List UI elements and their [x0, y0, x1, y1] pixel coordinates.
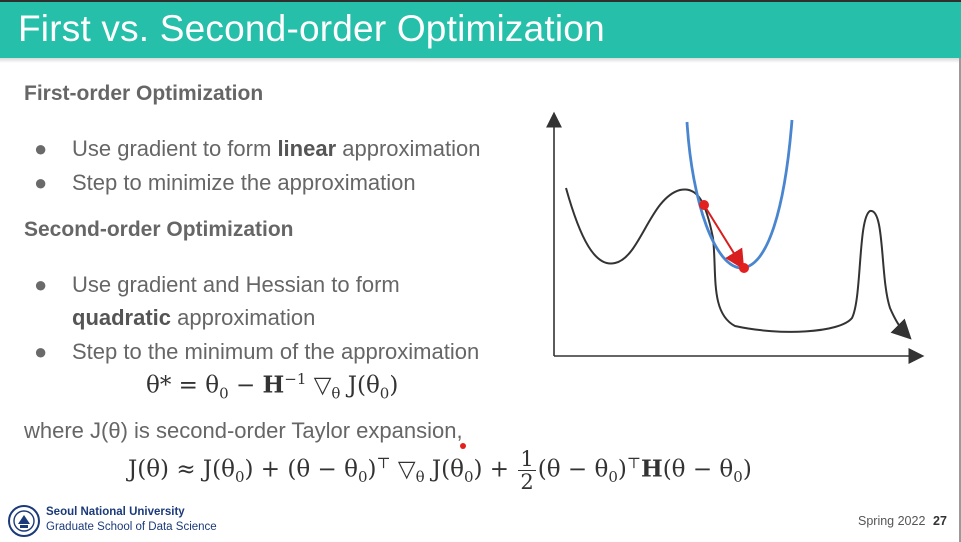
item-bold-text: quadratic [72, 305, 172, 330]
optimization-illustration [546, 111, 925, 364]
bullet-icon: ● [34, 136, 48, 161]
function-curve [565, 187, 912, 340]
bullet-icon: ● [34, 272, 48, 297]
bullet-icon: ● [34, 170, 48, 195]
newton-step-arrow [703, 204, 745, 270]
item-text: Step to minimize the approximation [72, 170, 416, 195]
section-heading-first-order: First-order Optimization [24, 82, 264, 105]
title-bar: First vs. Second-order Optimization [0, 2, 961, 58]
item-text: Use gradient to form [72, 136, 278, 161]
item-text: approximation [336, 136, 481, 161]
term-label: Spring 2022 [858, 514, 926, 528]
school-name: Graduate School of Data Science [46, 521, 217, 533]
title-shadow [0, 58, 961, 63]
bullet-item: Step to minimize the approximation [72, 170, 416, 196]
quadratic-approximation-curve [685, 119, 794, 270]
bullet-item: Step to the minimum of the approximation [72, 339, 479, 365]
university-seal-icon [8, 505, 40, 537]
university-name: Seoul National University [46, 506, 185, 518]
taylor-caption: where J(θ) is second-order Taylor expans… [24, 418, 463, 443]
bullet-item-continuation: quadratic approximation [72, 305, 315, 331]
next-point [739, 263, 749, 273]
item-bold-text: linear [277, 136, 337, 161]
item-text: Use gradient and Hessian to form [72, 272, 400, 297]
window-right-border [959, 58, 961, 542]
taylor-expansion-equation: J(θ) ≈ J(θ0) + (θ − θ0)⊤ ▽θ J(θ0) + 1 2 (θ… [128, 447, 752, 495]
current-point [699, 200, 709, 210]
bullet-item: Use gradient and Hessian to form [72, 272, 400, 298]
bullet-item: Use gradient to form linear approximatio… [72, 136, 480, 162]
item-text: approximation [171, 305, 316, 330]
slide-title: First vs. Second-order Optimization [18, 8, 605, 49]
newton-update-equation: θ* = θ0 − H−1 ▽θ J(θ0) [146, 370, 399, 403]
item-text: Step to the minimum of the approximation [72, 339, 480, 364]
window-top-border [0, 0, 961, 2]
laser-pointer-dot [460, 443, 466, 449]
section-heading-second-order: Second-order Optimization [24, 218, 294, 241]
page-number: 27 [933, 514, 947, 528]
bullet-icon: ● [34, 339, 48, 364]
